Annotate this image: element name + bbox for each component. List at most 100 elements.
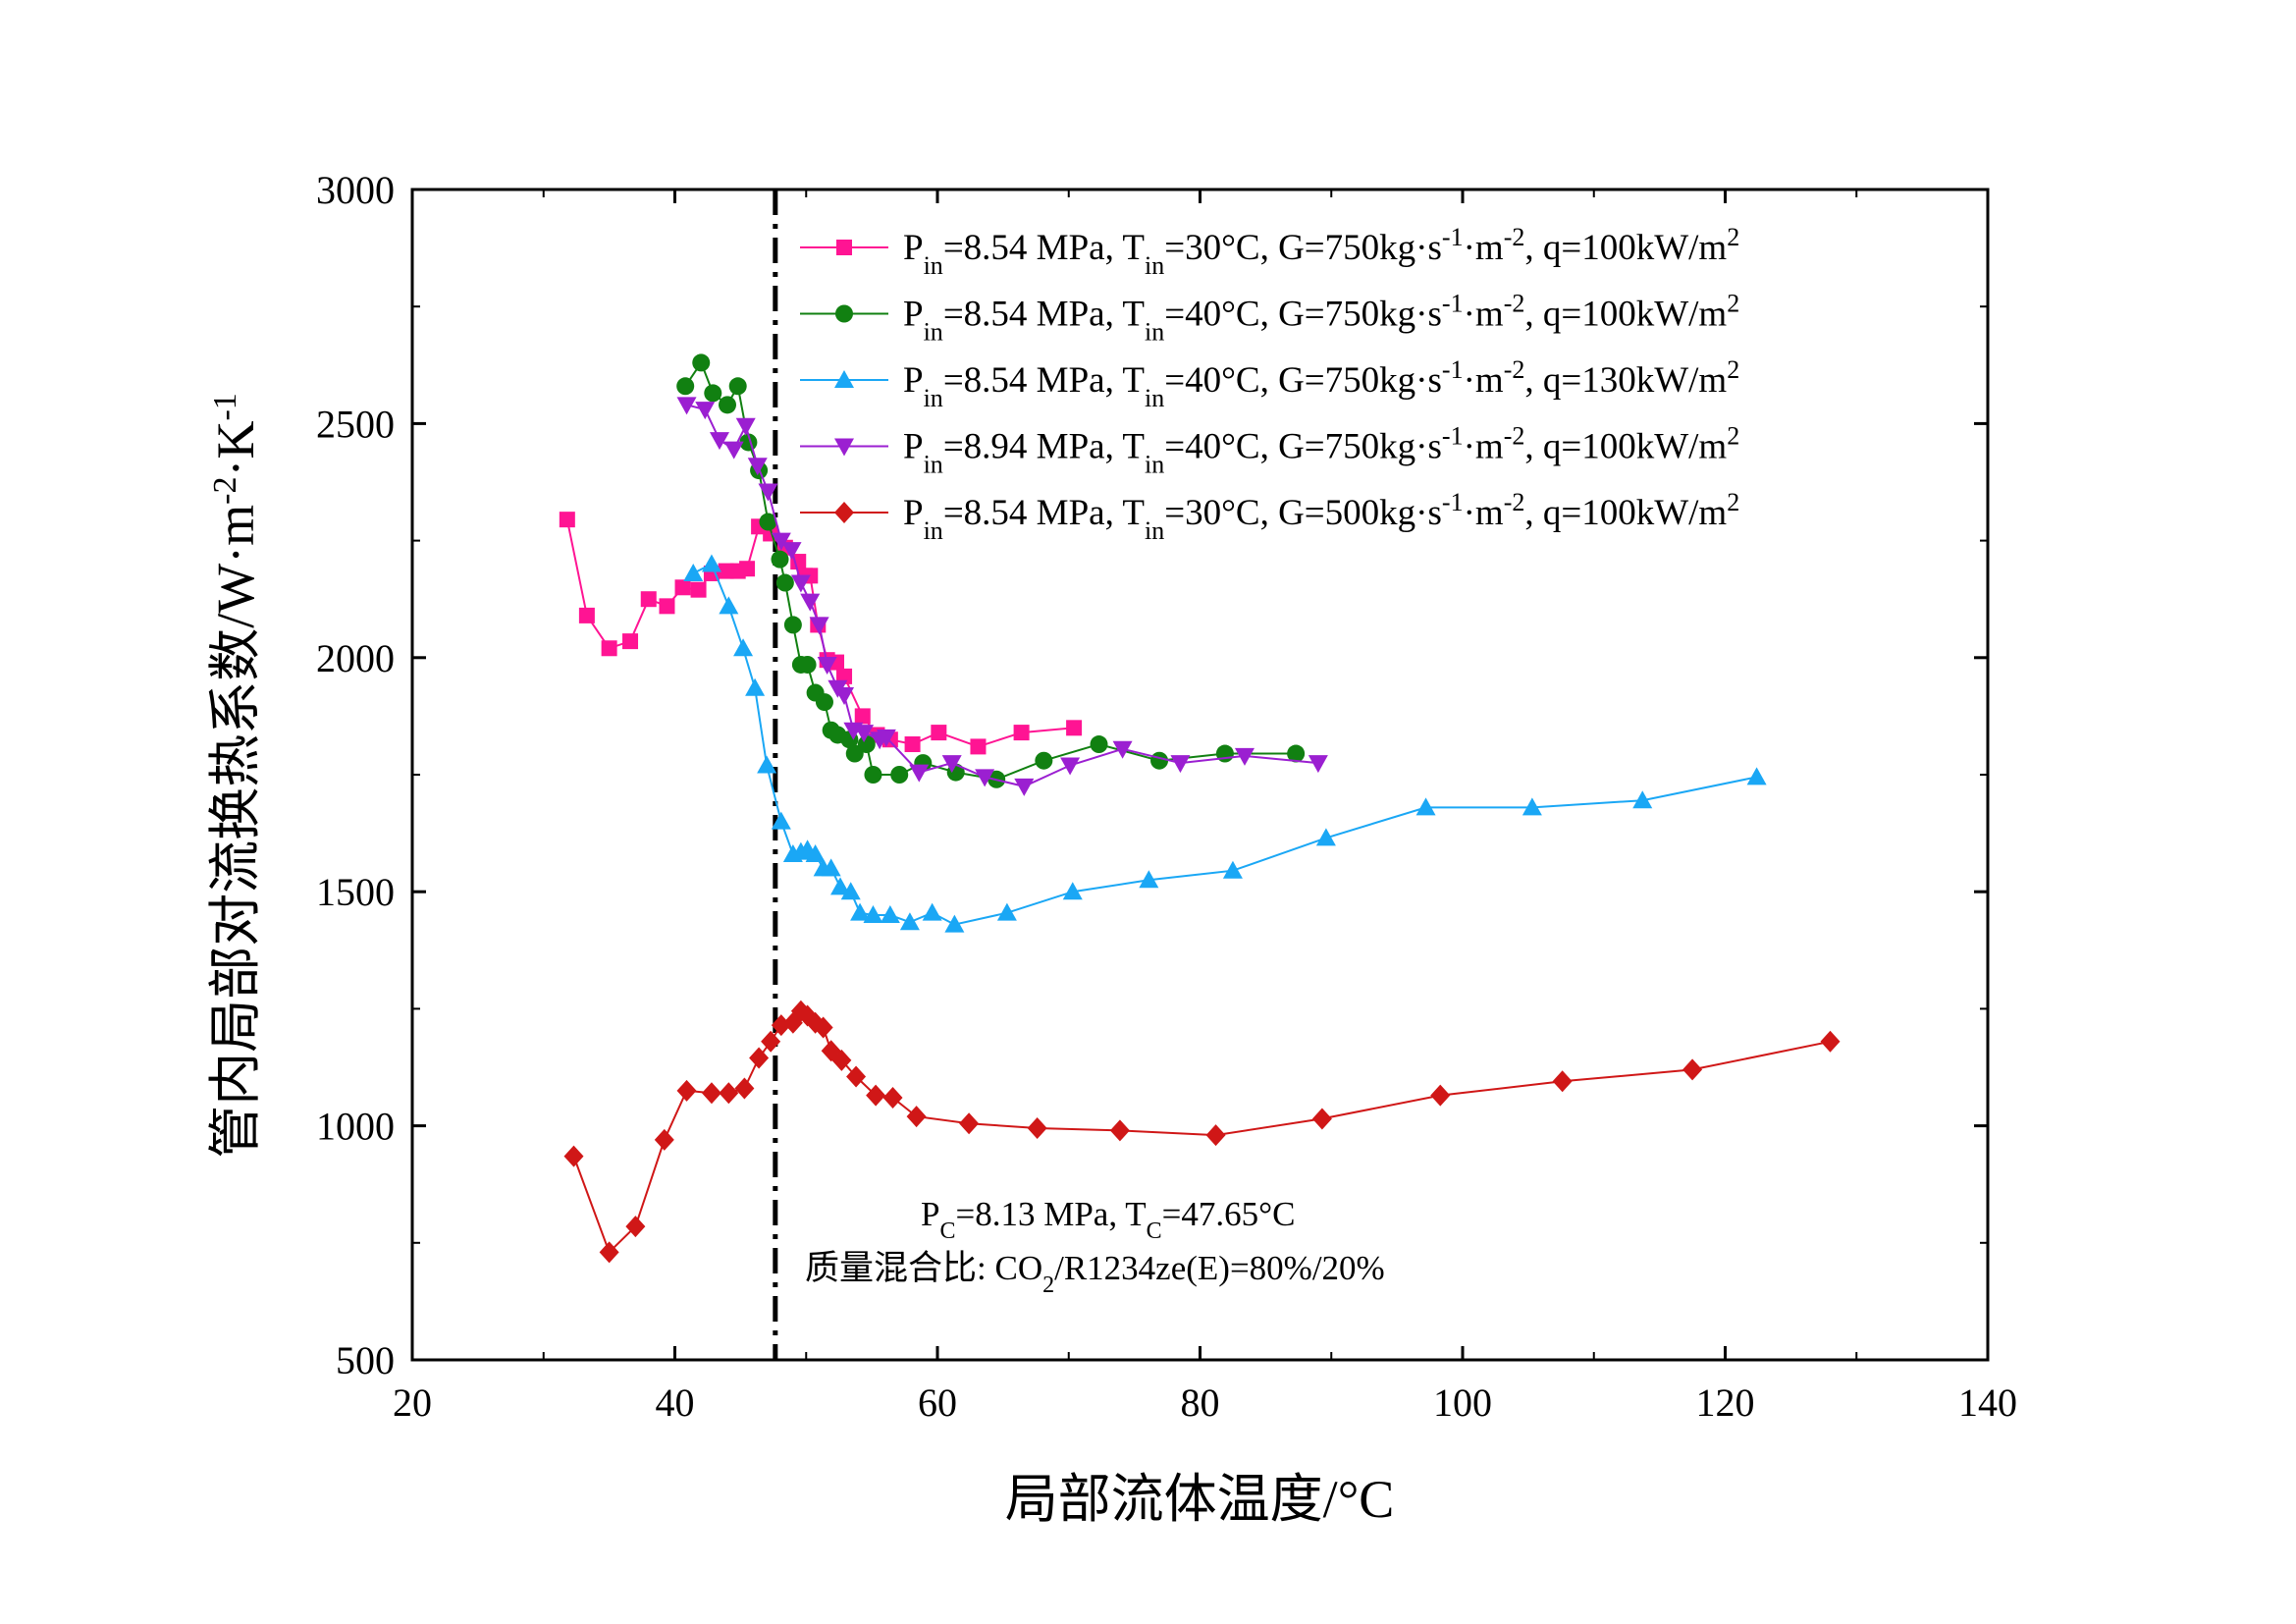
series-5: [563, 1000, 1841, 1264]
data-point: [831, 1049, 852, 1071]
data-point: [1632, 790, 1653, 809]
data-point: [1315, 828, 1336, 846]
data-point: [735, 417, 756, 436]
data-point: [846, 1065, 867, 1088]
data-point: [757, 755, 777, 774]
data-point: [1035, 751, 1053, 770]
y-tick-label: 2000: [316, 636, 395, 680]
data-point: [1311, 1108, 1332, 1130]
data-point: [1205, 1124, 1226, 1147]
data-point: [817, 656, 837, 675]
data-point: [836, 240, 852, 255]
data-point: [909, 764, 930, 783]
data-point: [970, 738, 987, 755]
legend-label: Pin=8.54 MPa, Tin=40°C, G=750kg·s-1·m-2,…: [903, 289, 1739, 346]
data-point: [640, 591, 657, 608]
data-point: [747, 458, 768, 476]
data-point: [840, 882, 861, 900]
x-tick-label: 20: [393, 1380, 432, 1425]
data-point: [749, 1047, 770, 1069]
data-point: [622, 633, 639, 650]
data-point: [719, 1082, 739, 1105]
data-point: [1415, 797, 1436, 816]
data-point: [1746, 767, 1767, 785]
data-point: [739, 561, 756, 577]
data-point: [1014, 778, 1035, 796]
data-point: [996, 902, 1017, 921]
data-point: [815, 693, 833, 712]
data-point: [695, 402, 716, 420]
data-point: [800, 593, 821, 612]
data-point: [719, 396, 736, 414]
data-point: [845, 744, 864, 763]
y-axis-title: 管内局部对流换热系数/W·m-2·K-1: [206, 393, 265, 1159]
x-tick-label: 100: [1433, 1380, 1492, 1425]
data-point: [850, 902, 871, 921]
legend-label: Pin=8.54 MPa, Tin=30°C, G=500kg·s-1·m-2,…: [903, 488, 1739, 545]
series-3: [683, 554, 1767, 933]
data-point: [975, 769, 995, 787]
legend-item-2: Pin=8.54 MPa, Tin=40°C, G=750kg·s-1·m-2,…: [800, 289, 1739, 346]
data-point: [578, 607, 595, 623]
data-point: [701, 1082, 721, 1105]
data-point: [834, 370, 854, 388]
data-point: [1109, 1119, 1130, 1142]
data-point: [758, 483, 778, 502]
data-point: [931, 725, 947, 741]
series-line: [684, 360, 1297, 781]
legend: Pin=8.54 MPa, Tin=30°C, G=750kg·s-1·m-2,…: [800, 223, 1739, 545]
data-point: [676, 397, 697, 415]
data-point: [959, 1112, 980, 1135]
data-point: [1234, 747, 1255, 766]
data-point: [723, 441, 744, 460]
data-point: [563, 1145, 584, 1167]
data-point: [944, 914, 965, 933]
y-tick-label: 2500: [316, 402, 395, 446]
data-point: [922, 902, 942, 921]
data-point: [830, 877, 851, 895]
axes: 20 40 60 80 100 120 140 500 1000 1500 2000 2500 3000: [316, 168, 2017, 1425]
data-point: [1215, 744, 1234, 763]
data-point: [1150, 751, 1169, 770]
y-tick-label: 500: [336, 1338, 395, 1382]
data-point: [876, 729, 896, 747]
legend-label: Pin=8.54 MPa, Tin=40°C, G=750kg·s-1·m-2,…: [903, 355, 1739, 412]
data-point: [775, 573, 794, 592]
data-point: [692, 353, 711, 372]
data-point: [676, 1079, 697, 1102]
data-point: [834, 686, 855, 705]
data-point: [805, 844, 826, 863]
legend-item-5: Pin=8.54 MPa, Tin=30°C, G=500kg·s-1·m-2,…: [800, 488, 1739, 545]
data-point: [890, 766, 909, 784]
data-point: [745, 677, 766, 696]
data-point: [899, 912, 920, 931]
data-point: [1013, 725, 1030, 741]
data-point: [790, 574, 811, 593]
data-point: [709, 432, 729, 451]
data-point: [866, 1084, 886, 1107]
data-point: [733, 638, 754, 657]
x-tick-label: 140: [1958, 1380, 2017, 1425]
data-point: [906, 1106, 927, 1128]
data-point: [683, 563, 704, 581]
data-point: [761, 1030, 781, 1053]
data-point: [863, 905, 883, 924]
data-point: [1060, 757, 1081, 776]
data-point: [654, 1128, 674, 1151]
data-point: [1682, 1058, 1703, 1081]
data-point: [854, 725, 875, 743]
data-point: [601, 640, 617, 657]
x-tick-label: 80: [1181, 1380, 1220, 1425]
mixture-ratio-annotation: 质量混合比: CO2/R1234ze(E)=80%/20%: [805, 1249, 1385, 1298]
data-point: [1112, 740, 1133, 759]
data-point: [904, 736, 921, 753]
data-point: [718, 563, 734, 579]
data-point: [813, 1016, 833, 1039]
data-point: [771, 811, 791, 830]
legend-item-1: Pin=8.54 MPa, Tin=30°C, G=750kg·s-1·m-2,…: [800, 223, 1739, 280]
data-point: [599, 1241, 619, 1264]
data-point: [880, 905, 900, 924]
data-point: [864, 766, 882, 784]
data-point: [1552, 1070, 1573, 1093]
